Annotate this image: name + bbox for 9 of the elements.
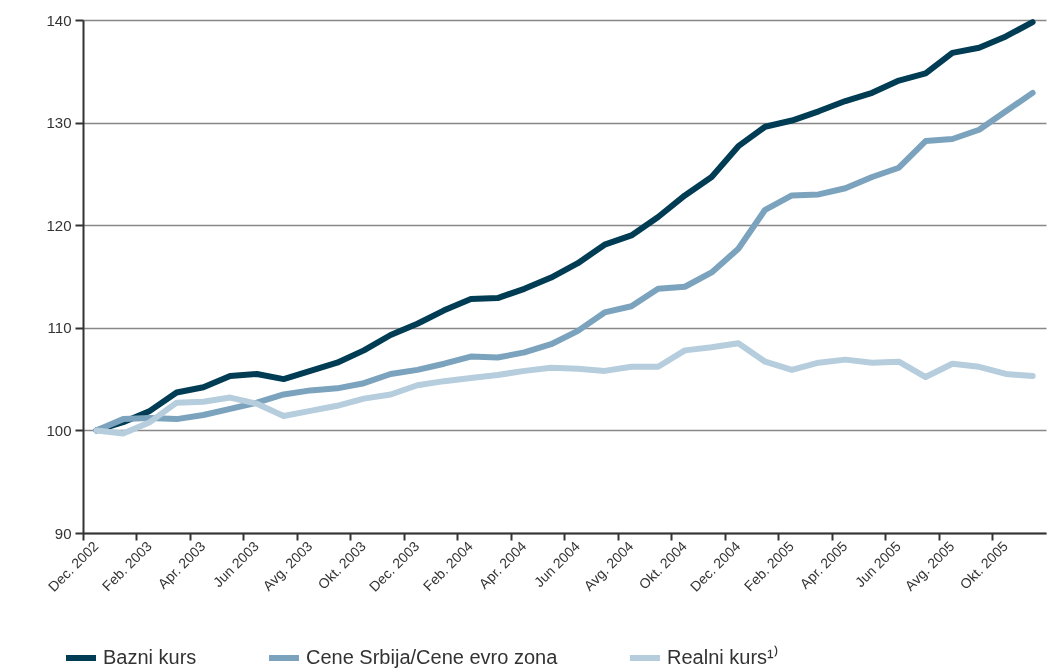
y-tick-label: 120 (46, 216, 72, 234)
legend-label: Realni kurs¹⁾ (667, 645, 779, 668)
y-tick-label: 140 (46, 11, 72, 29)
y-tick-label: 90 (54, 524, 72, 542)
y-tick-label: 130 (46, 114, 72, 132)
y-tick-label: 110 (47, 319, 72, 337)
legend-label: Cene Srbija/Cene evro zona (306, 646, 559, 668)
y-tick-label: 100 (46, 421, 72, 439)
legend-label: Bazni kurs (103, 646, 197, 668)
